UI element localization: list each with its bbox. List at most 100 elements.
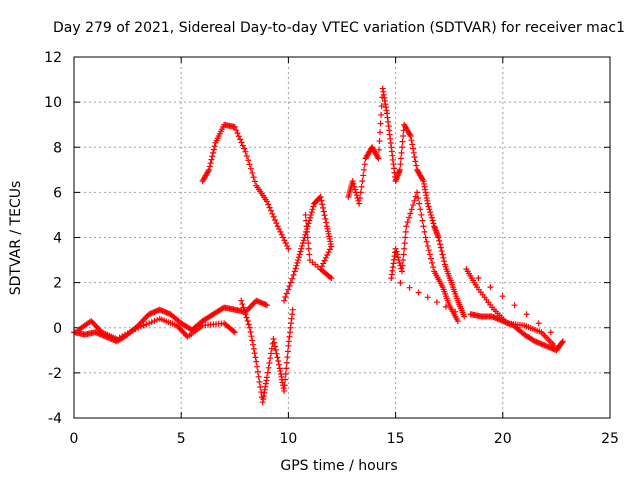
data-point-mid-cluster [306, 251, 313, 258]
data-point-upper-arc [269, 210, 276, 217]
data-point-peak-cluster [436, 237, 443, 244]
data-point-peak-cluster [461, 313, 468, 320]
data-point-peak-cluster [413, 162, 420, 169]
data-point-mid-cluster [286, 283, 293, 290]
data-point-dip-1 [284, 354, 291, 361]
data-point-mid-cluster [320, 260, 327, 267]
data-point-dip-1 [245, 321, 252, 328]
data-point-peak-cluster [406, 284, 413, 291]
data-point-mid-cluster [300, 237, 307, 244]
data-point-peak-cluster [402, 234, 409, 241]
data-point-mid-cluster [297, 248, 304, 255]
data-point-dip-1 [266, 360, 273, 367]
data-point-dip-1 [252, 354, 259, 361]
data-point-peak-cluster [423, 238, 430, 245]
data-point-peak-cluster [422, 234, 429, 241]
data-point-upper-arc [273, 220, 280, 227]
data-point-upper-arc [208, 156, 215, 163]
data-point-peak-cluster [400, 132, 407, 139]
data-point-dip-1 [257, 383, 264, 390]
data-point-peak-cluster [358, 183, 365, 190]
data-point-dip-1 [263, 374, 270, 381]
data-point-mid-cluster [294, 259, 301, 266]
data-point-upper-arc [210, 146, 217, 153]
data-point-peak-cluster [399, 144, 406, 151]
data-point-tail [487, 284, 494, 291]
data-point-dip-1 [282, 376, 289, 383]
data-markers [71, 85, 566, 406]
data-point-dip-1 [276, 361, 283, 368]
data-point-dip-1 [246, 324, 253, 331]
data-point-peak-cluster [425, 247, 432, 254]
data-point-peak-cluster [361, 161, 368, 168]
data-point-peak-cluster [360, 166, 367, 173]
data-point-upper-arc [206, 163, 213, 170]
data-point-dip-1 [256, 378, 263, 385]
data-point-upper-arc [276, 226, 283, 233]
data-point-mid-cluster [317, 193, 324, 200]
data-point-peak-cluster [437, 241, 444, 248]
data-point-upper-arc [211, 143, 218, 150]
data-point-peak-cluster [412, 158, 419, 165]
data-point-dip-1 [251, 350, 258, 357]
data-point-dip-1 [247, 328, 254, 335]
data-point-dip-1 [289, 306, 296, 313]
data-point-peak-cluster [393, 248, 400, 255]
data-point-dip-1 [240, 304, 247, 311]
data-point-dip-1 [250, 341, 257, 348]
y-tick-label: 4 [53, 231, 62, 247]
x-tick-label: 10 [279, 431, 297, 447]
data-point-mid-cluster [285, 286, 292, 293]
data-point-peak-cluster [399, 268, 406, 275]
data-point-peak-cluster [392, 245, 399, 252]
y-axis-label: SDTVAR / TECUs [8, 181, 24, 296]
data-point-upper-arc [242, 148, 249, 155]
data-point-peak-cluster [411, 197, 418, 204]
data-point-lower-track [231, 329, 238, 336]
data-point-peak-cluster [401, 240, 408, 247]
data-point-peak-cluster [438, 248, 445, 255]
data-point-dip-1 [272, 347, 279, 354]
data-point-peak-cluster [427, 255, 434, 262]
data-point-lower-track [230, 328, 237, 335]
data-point-upper-arc [246, 161, 253, 168]
data-point-mid-cluster [299, 240, 306, 247]
data-point-upper-arc [207, 160, 214, 167]
data-point-mid-cluster [307, 211, 314, 218]
data-point-peak-cluster [397, 155, 404, 162]
data-point-mid-cluster [321, 257, 328, 264]
data-point-mid-cluster [307, 214, 314, 221]
y-tick-label: 0 [53, 321, 62, 337]
data-point-peak-cluster [410, 149, 417, 156]
data-point-dip-1 [239, 301, 246, 308]
x-tick-label: 15 [387, 431, 405, 447]
data-point-upper-arc [285, 245, 292, 252]
data-point-dip-1 [241, 307, 248, 314]
data-point-peak-cluster [402, 228, 409, 235]
data-point-peak-cluster [400, 257, 407, 264]
data-point-dip-1 [242, 311, 249, 318]
data-point-peak-cluster [410, 145, 417, 152]
data-point-dip-1 [255, 373, 262, 380]
data-point-peak-cluster [414, 189, 421, 196]
data-point-mid-cluster [322, 215, 329, 222]
data-point-peak-cluster [437, 244, 444, 251]
data-point-mid-cluster [295, 257, 302, 264]
data-point-tail [499, 293, 506, 300]
data-point-mid-cluster [318, 197, 325, 204]
data-point-peak-cluster [429, 259, 436, 266]
data-point-mid-cluster [324, 251, 331, 258]
y-tick-label: 2 [53, 276, 62, 292]
data-point-dip-1 [273, 350, 280, 357]
data-point-mid-cluster [309, 206, 316, 213]
data-point-peak-cluster [349, 178, 356, 185]
data-point-lower-track [151, 317, 158, 324]
data-point-tail [559, 339, 566, 346]
x-tick-label: 25 [601, 431, 619, 447]
data-point-upper-arc [238, 139, 245, 146]
data-point-peak-cluster [415, 195, 422, 202]
data-point-upper-arc [206, 166, 213, 173]
data-point-dip-1 [267, 355, 274, 362]
data-point-peak-cluster [398, 149, 405, 156]
